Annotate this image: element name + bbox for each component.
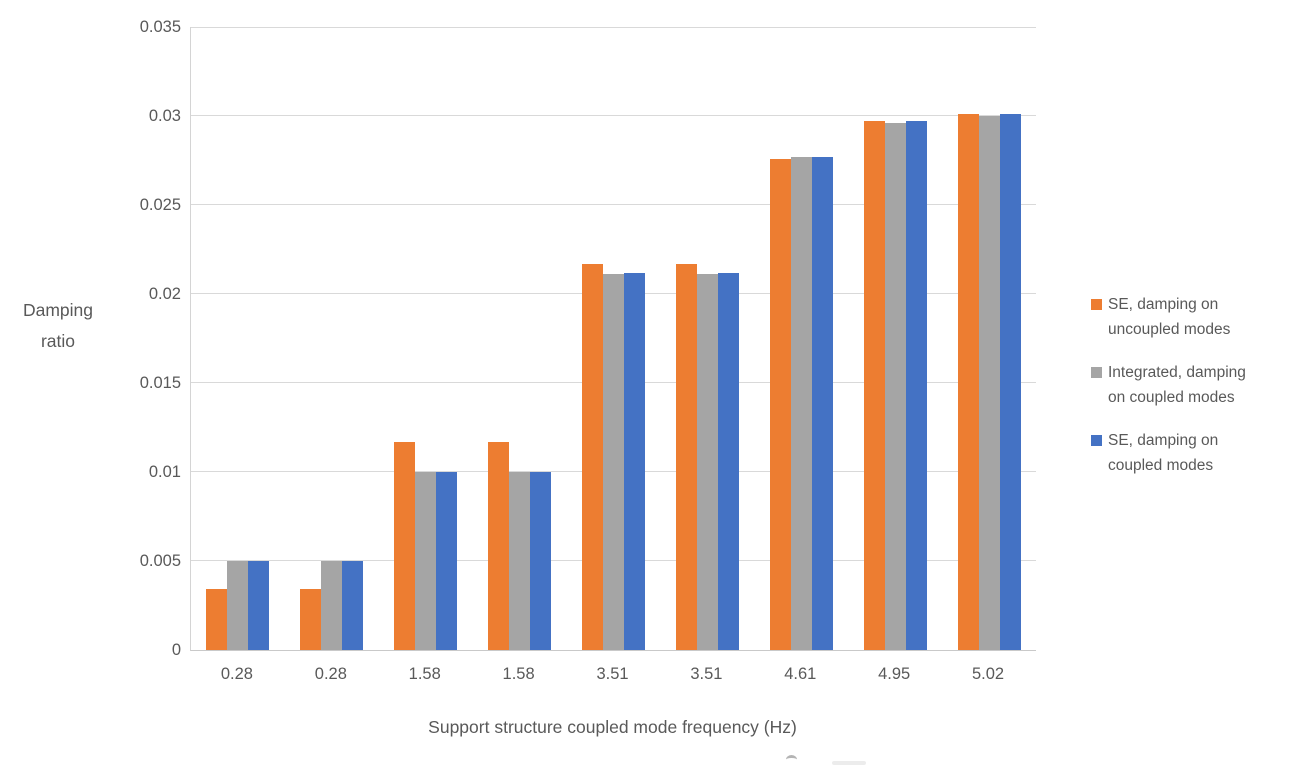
y-tick-label: 0.03 bbox=[148, 107, 181, 125]
x-tick-label: 3.51 bbox=[596, 665, 629, 683]
bar-series3-group4 bbox=[530, 472, 552, 650]
legend-label: SE, damping on uncoupled modes bbox=[1108, 293, 1230, 342]
bar-series2-group7 bbox=[790, 157, 812, 650]
y-tick-label: 0.025 bbox=[139, 196, 181, 214]
bar-series3-group6 bbox=[717, 273, 739, 650]
cropped-text-fragment bbox=[786, 755, 797, 764]
y-axis-title-line1: Damping bbox=[22, 300, 94, 320]
bar-series1-group8 bbox=[863, 121, 885, 650]
y-tick-label: 0 bbox=[171, 641, 181, 659]
legend-swatch-icon bbox=[1091, 435, 1102, 446]
gridline bbox=[191, 115, 1036, 116]
bar-series3-group2 bbox=[342, 561, 364, 650]
bar-series3-group9 bbox=[999, 114, 1021, 650]
bar-series3-group7 bbox=[811, 157, 833, 650]
bar-series2-group9 bbox=[978, 116, 1000, 650]
legend-label-line: coupled modes bbox=[1108, 456, 1214, 474]
bar-series3-group5 bbox=[624, 273, 645, 650]
legend-swatch-icon bbox=[1091, 299, 1102, 310]
gridline bbox=[191, 27, 1036, 28]
y-tick-label: 0.035 bbox=[139, 18, 181, 36]
y-tick-label: 0.01 bbox=[148, 463, 181, 481]
legend-swatch-icon bbox=[1091, 367, 1102, 378]
legend-label-line: Integrated, damping bbox=[1108, 364, 1246, 381]
bar-series2-group2 bbox=[321, 561, 343, 650]
bar-series3-group8 bbox=[905, 121, 927, 650]
x-tick-label: 0.28 bbox=[220, 665, 253, 683]
x-tick-label: 0.28 bbox=[314, 665, 347, 683]
legend-label: SE, damping on coupled modes bbox=[1108, 429, 1218, 478]
legend-label: Integrated, damping on coupled modes bbox=[1108, 361, 1246, 410]
legend-label-line: SE, damping on bbox=[1108, 296, 1219, 313]
legend: SE, damping on uncoupled modes Integrated,… bbox=[1091, 293, 1246, 478]
y-tick-label: 0.015 bbox=[139, 374, 181, 392]
bar-series3-group1 bbox=[248, 561, 270, 650]
y-axis-title: Damping ratio bbox=[6, 295, 110, 357]
x-tick-label: 4.95 bbox=[878, 665, 911, 683]
bar-series1-group1 bbox=[206, 589, 228, 650]
x-tick-label: 1.58 bbox=[408, 665, 441, 683]
x-tick-label: 3.51 bbox=[690, 665, 723, 683]
legend-item-series3: SE, damping on coupled modes bbox=[1091, 429, 1246, 478]
bar-series1-group4 bbox=[488, 442, 510, 650]
cropped-text-fragment bbox=[832, 761, 866, 765]
bar-series1-group5 bbox=[582, 264, 603, 650]
y-tick-label: 0.02 bbox=[148, 285, 181, 303]
bar-series2-group1 bbox=[227, 561, 249, 650]
bar-series3-group3 bbox=[436, 472, 458, 650]
bar-series2-group6 bbox=[696, 274, 718, 650]
bar-series1-group3 bbox=[394, 442, 416, 650]
bar-series1-group7 bbox=[769, 159, 791, 650]
legend-item-series2: Integrated, damping on coupled modes bbox=[1091, 361, 1246, 410]
legend-item-series1: SE, damping on uncoupled modes bbox=[1091, 293, 1246, 342]
x-tick-label: 5.02 bbox=[971, 665, 1005, 683]
legend-label-line: uncoupled modes bbox=[1108, 320, 1231, 338]
legend-label-line: on coupled modes bbox=[1108, 388, 1235, 406]
legend-label-line: SE, damping on bbox=[1108, 432, 1219, 449]
bar-series2-group8 bbox=[884, 123, 906, 650]
bar-series1-group9 bbox=[957, 114, 979, 650]
x-axis-title: Support structure coupled mode frequency… bbox=[428, 717, 797, 737]
x-tick-label: 1.58 bbox=[502, 665, 535, 683]
bar-series2-group3 bbox=[415, 472, 437, 650]
bar-series2-group5 bbox=[603, 274, 624, 650]
y-axis-title-line2: ratio bbox=[40, 331, 76, 351]
bar-series2-group4 bbox=[509, 472, 531, 650]
x-tick-label: 4.61 bbox=[784, 665, 817, 683]
bar-series1-group6 bbox=[675, 264, 697, 650]
y-tick-label: 0.005 bbox=[139, 552, 181, 570]
plot-area bbox=[190, 27, 1036, 651]
bar-series1-group2 bbox=[300, 589, 322, 650]
gridline bbox=[191, 204, 1036, 205]
